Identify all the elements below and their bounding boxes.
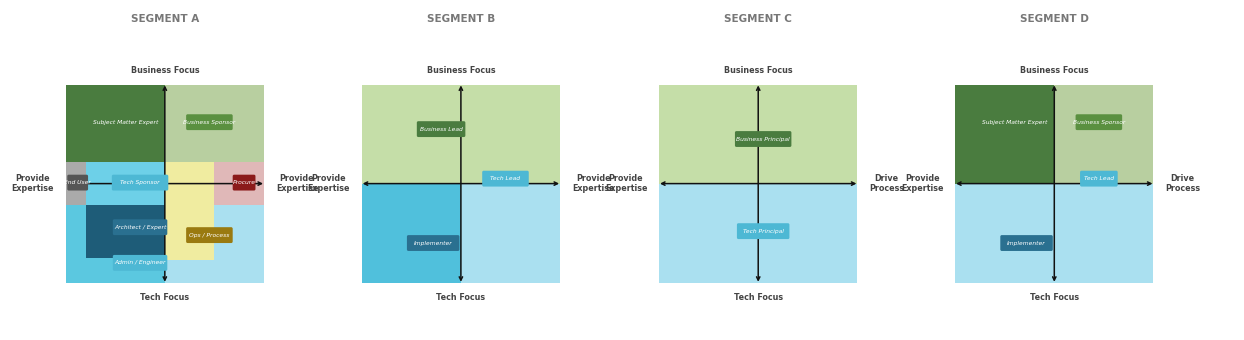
Text: SEGMENT C: SEGMENT C (724, 14, 792, 24)
Bar (164, 260, 214, 283)
Bar (66, 85, 164, 184)
Text: Provide
Expertise: Provide Expertise (572, 174, 615, 193)
Text: Ops / Process: Ops / Process (189, 233, 230, 238)
Bar (362, 85, 560, 184)
Text: Tech Lead: Tech Lead (490, 176, 520, 181)
Text: Drive
Process: Drive Process (1166, 174, 1200, 193)
Text: Business Focus: Business Focus (724, 66, 792, 75)
FancyBboxPatch shape (736, 223, 790, 239)
Bar (66, 162, 86, 205)
Text: Provide
Expertise: Provide Expertise (605, 174, 647, 193)
FancyBboxPatch shape (113, 255, 167, 271)
FancyBboxPatch shape (97, 114, 153, 130)
FancyBboxPatch shape (67, 175, 88, 190)
Text: Tech Principal: Tech Principal (743, 228, 784, 234)
FancyBboxPatch shape (112, 175, 168, 190)
Text: Provide
Expertise: Provide Expertise (276, 174, 318, 193)
Text: Subject Matter Expert: Subject Matter Expert (982, 120, 1047, 125)
Bar (164, 205, 214, 260)
Bar (86, 205, 164, 258)
Text: Provide
Expertise: Provide Expertise (901, 174, 943, 193)
FancyBboxPatch shape (417, 121, 465, 137)
Text: Business Principal: Business Principal (736, 137, 790, 141)
Text: Business Lead: Business Lead (419, 126, 463, 132)
Text: Implementer: Implementer (1008, 240, 1046, 245)
FancyBboxPatch shape (483, 171, 529, 187)
Bar (659, 184, 857, 283)
Text: Tech Focus: Tech Focus (1030, 292, 1079, 302)
Text: Provide
Expertise: Provide Expertise (11, 174, 53, 193)
Bar (86, 162, 164, 205)
Text: Business Focus: Business Focus (427, 66, 495, 75)
Bar (214, 205, 264, 283)
Text: Tech Focus: Tech Focus (141, 292, 189, 302)
Text: SEGMENT B: SEGMENT B (427, 14, 495, 24)
Bar (362, 184, 460, 283)
FancyBboxPatch shape (1080, 171, 1117, 187)
Text: Business Focus: Business Focus (131, 66, 199, 75)
FancyBboxPatch shape (986, 114, 1042, 130)
FancyBboxPatch shape (407, 235, 459, 251)
Text: Business Sponsor: Business Sponsor (183, 120, 235, 125)
Bar (164, 85, 264, 184)
Text: Tech Sponsor: Tech Sponsor (121, 180, 160, 185)
Text: Tech Lead: Tech Lead (1084, 176, 1113, 181)
Bar (659, 85, 857, 184)
Text: SEGMENT D: SEGMENT D (1020, 14, 1088, 24)
Bar (164, 162, 214, 205)
Text: Drive
Process: Drive Process (870, 174, 904, 193)
Text: Tech Focus: Tech Focus (734, 292, 782, 302)
Text: SEGMENT A: SEGMENT A (131, 14, 199, 24)
Text: Subject Matter Expert: Subject Matter Expert (92, 120, 158, 125)
FancyBboxPatch shape (1000, 235, 1052, 251)
Bar (955, 184, 1153, 283)
Bar (460, 184, 560, 283)
FancyBboxPatch shape (233, 175, 255, 190)
Text: Tech Focus: Tech Focus (437, 292, 485, 302)
Text: Admin / Engineer: Admin / Engineer (114, 260, 165, 265)
FancyBboxPatch shape (735, 131, 791, 147)
Bar (1054, 85, 1153, 184)
FancyBboxPatch shape (113, 219, 167, 235)
FancyBboxPatch shape (1076, 114, 1122, 130)
Text: End User: End User (65, 180, 91, 185)
Text: Implementer: Implementer (414, 240, 453, 245)
FancyBboxPatch shape (187, 227, 233, 243)
Text: Procure: Procure (233, 180, 255, 185)
Bar (955, 85, 1054, 184)
Bar (214, 162, 264, 205)
FancyBboxPatch shape (187, 114, 233, 130)
Text: Provide
Expertise: Provide Expertise (307, 174, 350, 193)
Text: Architect / Expert: Architect / Expert (114, 225, 167, 230)
Bar (66, 205, 164, 283)
Text: Business Sponsor: Business Sponsor (1072, 120, 1125, 125)
Text: Business Focus: Business Focus (1020, 66, 1088, 75)
